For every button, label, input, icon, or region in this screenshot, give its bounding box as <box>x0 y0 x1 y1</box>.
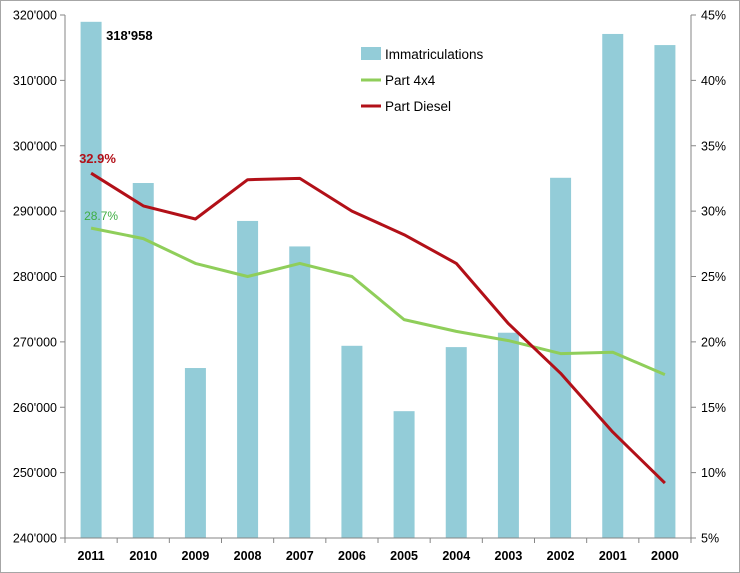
bar-series <box>80 21 676 539</box>
legend-label-immatriculations: Immatriculations <box>385 47 484 62</box>
right-tick-label: 30% <box>701 205 726 219</box>
line-series <box>90 171 666 485</box>
bar-max-label: 318'958 <box>106 28 152 43</box>
right-tick-label: 10% <box>701 466 726 480</box>
left-tick-label: 280'000 <box>13 270 57 284</box>
left-tick-label: 260'000 <box>13 401 57 415</box>
diesel-first-label: 32.9% <box>79 151 116 166</box>
x-tick-label: 2008 <box>234 549 262 563</box>
right-tick-label: 25% <box>701 270 726 284</box>
left-tick-label: 240'000 <box>13 532 57 546</box>
right-tick-label: 20% <box>701 335 726 349</box>
right-tick-label: 45% <box>701 9 726 23</box>
x-tick-label: 2001 <box>599 549 627 563</box>
left-tick-label: 310'000 <box>13 74 57 88</box>
x-tick-label: 2004 <box>442 549 470 563</box>
x-axis: 2011 2010 2009 2008 2007 2006 2005 2004 2003 2002… <box>64 538 692 563</box>
x-tick-label: 2005 <box>390 549 418 563</box>
bar <box>132 183 154 539</box>
line-part-diesel <box>90 171 666 485</box>
x-tick-label: 2000 <box>651 549 679 563</box>
suv-first-label: 28.7% <box>84 209 118 223</box>
left-tick-label: 270'000 <box>13 335 57 349</box>
x-tick-label: 2010 <box>129 549 157 563</box>
left-tick-label: 250'000 <box>13 466 57 480</box>
bar <box>497 332 519 538</box>
right-axis: 5% 10% 15% 20% 25% 30% 35% 40% 45% <box>691 9 726 546</box>
legend: Immatriculations Part 4x4 Part Diesel <box>361 47 484 114</box>
bar <box>550 177 572 538</box>
bar <box>654 45 676 538</box>
legend-swatch-immatriculations <box>361 47 381 60</box>
bar <box>237 220 259 538</box>
bar <box>80 21 102 539</box>
x-tick-label: 2007 <box>286 549 314 563</box>
line-part-4x4 <box>90 226 666 376</box>
left-tick-label: 300'000 <box>13 139 57 153</box>
bar <box>393 411 415 538</box>
bar <box>184 368 206 538</box>
left-tick-label: 290'000 <box>13 205 57 219</box>
x-tick-label: 2002 <box>547 549 575 563</box>
left-tick-label: 320'000 <box>13 9 57 23</box>
right-tick-label: 15% <box>701 401 726 415</box>
bar <box>445 347 467 538</box>
legend-label-part-4x4: Part 4x4 <box>385 73 436 88</box>
right-tick-label: 5% <box>701 532 719 546</box>
left-axis: 240'000 250'000 260'000 270'000 280'000 290'0… <box>13 9 65 546</box>
x-tick-label: 2006 <box>338 549 366 563</box>
x-tick-label: 2011 <box>78 549 105 563</box>
x-tick-label: 2009 <box>182 549 210 563</box>
bar <box>289 246 311 539</box>
x-tick-label: 2003 <box>495 549 523 563</box>
legend-label-part-diesel: Part Diesel <box>385 99 451 114</box>
bar <box>602 33 624 539</box>
right-tick-label: 35% <box>701 139 726 153</box>
bar <box>341 345 363 538</box>
right-tick-label: 40% <box>701 74 726 88</box>
